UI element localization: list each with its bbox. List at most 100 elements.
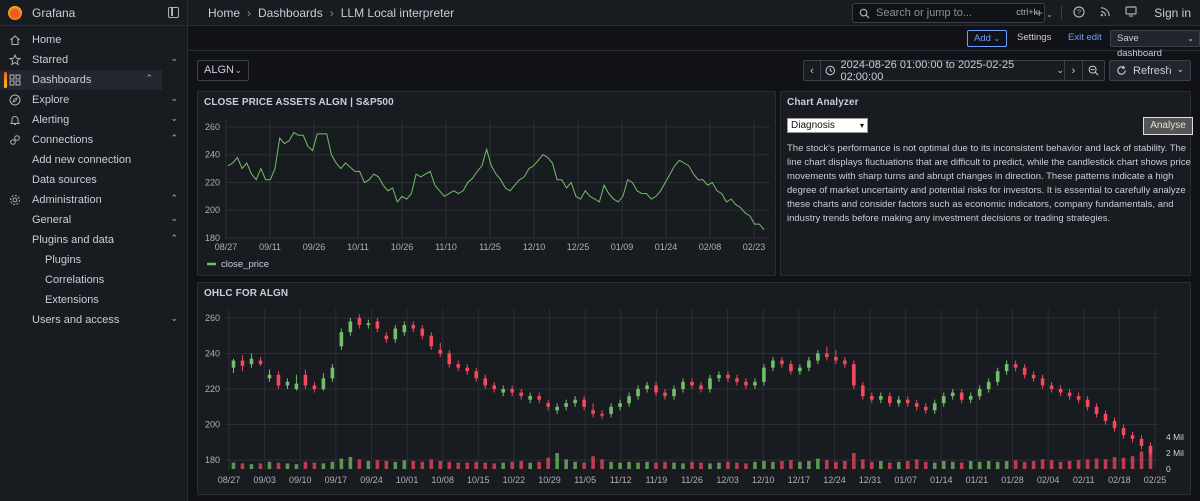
x-tick-label: 01/24 xyxy=(655,242,678,252)
x-tick-label: 11/19 xyxy=(645,475,667,485)
candle-body xyxy=(834,357,838,361)
rss-icon[interactable] xyxy=(1092,6,1118,20)
sidebar-item-label: Plugins xyxy=(45,254,82,266)
sidebar-item-connections[interactable]: Connections ⌃ xyxy=(0,130,187,150)
sidebar-item-administration[interactable]: Administration ⌃ xyxy=(0,190,187,210)
candle-body xyxy=(914,403,919,407)
star-icon xyxy=(9,54,21,66)
candle-body xyxy=(977,389,982,397)
sidebar-item-home[interactable]: Home xyxy=(0,30,187,50)
panel-title: CLOSE PRICE ASSETS ALGN | S&P500 xyxy=(204,97,394,108)
candle-body xyxy=(807,360,811,368)
x-tick-label: 12/24 xyxy=(823,475,846,485)
candle-body xyxy=(923,406,928,411)
chevron-down-icon[interactable]: ⌄ xyxy=(1169,64,1184,75)
chevron-up-icon[interactable]: ⌃ xyxy=(145,73,153,83)
analysis-type-select[interactable]: Diagnosis ▾ xyxy=(787,118,868,133)
sidebar-item-add-new-connection[interactable]: Add new connection xyxy=(0,150,187,170)
volume-bar xyxy=(618,462,622,469)
chevron-up-icon[interactable]: ⌃ xyxy=(170,193,178,203)
chevron-down-icon[interactable]: ⌄ xyxy=(170,93,178,103)
chevron-down-icon: ⌄ xyxy=(993,34,1001,43)
sidebar-item-extensions[interactable]: Extensions xyxy=(0,290,187,310)
candle-body xyxy=(744,381,748,386)
candle-body xyxy=(285,381,290,386)
breadcrumb-home[interactable]: Home xyxy=(208,5,241,20)
search-input[interactable]: Search or jump to... ctrl+k xyxy=(852,3,1045,23)
help-icon[interactable]: ? xyxy=(1066,5,1092,21)
sign-in-link[interactable]: Sign in xyxy=(1154,6,1191,20)
breadcrumb-dashboards[interactable]: Dashboards xyxy=(258,5,323,20)
chart-analyzer-panel: Chart Analyzer Diagnosis ▾ Analyse The s… xyxy=(780,91,1193,276)
candle-body xyxy=(843,360,847,365)
x-tick-label: 12/10 xyxy=(523,242,546,252)
candle-body xyxy=(618,403,622,407)
breadcrumb-current: LLM Local interpreter xyxy=(340,5,455,20)
volume-tick-label: 2 Mil xyxy=(1166,448,1184,458)
chevron-up-icon[interactable]: ⌃ xyxy=(170,233,178,243)
chevron-down-icon[interactable]: ⌄ xyxy=(170,53,178,63)
sidebar-item-starred[interactable]: Starred ⌄ xyxy=(0,50,187,70)
new-menu-button[interactable]: + ⌄ xyxy=(1031,6,1057,20)
sidebar-item-data-sources[interactable]: Data sources xyxy=(0,170,187,190)
chevron-down-icon[interactable]: ⌄ xyxy=(170,313,178,323)
sidebar-item-plugins[interactable]: Plugins xyxy=(0,250,187,270)
ohlc-chart: 180 200 220 240 260 08/27 09/03 09/10 09/17 09/24… xyxy=(205,309,1184,485)
zoom-out-button[interactable] xyxy=(1083,60,1105,81)
candle-body xyxy=(492,385,497,389)
variable-select[interactable]: ALGN ⌄ xyxy=(197,60,249,81)
settings-button[interactable]: Settings xyxy=(1017,32,1052,43)
volume-bar xyxy=(483,462,488,469)
sidebar-item-correlations[interactable]: Correlations xyxy=(0,270,187,290)
volume-bar xyxy=(582,462,586,469)
volume-bar xyxy=(429,459,434,469)
chevron-up-icon[interactable]: ⌃ xyxy=(170,133,178,143)
volume-bar xyxy=(591,456,595,469)
candle-body xyxy=(384,335,389,340)
volume-bar xyxy=(1130,456,1135,469)
sidebar-item-dashboards[interactable]: Dashboards ⌃ xyxy=(0,70,162,90)
candle-body xyxy=(258,360,263,365)
add-button[interactable]: Add ⌄ xyxy=(967,30,1008,47)
sidebar-item-plugins-and-data[interactable]: Plugins and data ⌃ xyxy=(0,230,187,250)
candle-body xyxy=(1076,396,1081,400)
time-range-label: 2024-08-26 01:00:00 to 2025-02-25 02:00:… xyxy=(840,58,1015,83)
y-tick-label: 240 xyxy=(205,348,220,358)
exit-edit-button[interactable]: Exit edit xyxy=(1068,32,1102,43)
candle-body xyxy=(1121,428,1126,436)
candle-body xyxy=(699,385,703,389)
x-tick-label: 11/05 xyxy=(574,475,596,485)
cog-icon xyxy=(10,195,20,205)
volume-bar xyxy=(950,461,955,469)
chevron-down-icon[interactable]: ⌄ xyxy=(170,113,178,123)
time-forward-button[interactable]: › xyxy=(1065,60,1083,81)
candle-body xyxy=(1022,367,1027,375)
volume-bar xyxy=(267,461,272,469)
kiosk-mode-icon[interactable] xyxy=(1118,6,1144,20)
sidebar-item-explore[interactable]: Explore ⌄ xyxy=(0,90,187,110)
sidebar-item-alerting[interactable]: Alerting ⌄ xyxy=(0,110,187,130)
x-tick-label: 12/10 xyxy=(752,475,775,485)
sidebar-item-general[interactable]: General ⌄ xyxy=(0,210,187,230)
volume-bar xyxy=(861,459,865,469)
candle-body xyxy=(753,381,757,386)
candle-body xyxy=(555,406,559,411)
dock-menu-icon[interactable] xyxy=(168,6,179,18)
candle-body xyxy=(950,392,955,397)
volume-bar xyxy=(914,459,919,469)
volume-bar xyxy=(321,463,326,469)
chevron-down-icon[interactable]: ⌄ xyxy=(170,213,178,223)
refresh-button[interactable]: Refresh ⌄ xyxy=(1109,60,1191,81)
sidebar-item-users-and-access[interactable]: Users and access ⌄ xyxy=(0,310,187,330)
volume-bar xyxy=(870,461,874,469)
save-dashboard-button[interactable]: Save dashboard ⌄ xyxy=(1110,30,1200,59)
grafana-logo-icon[interactable] xyxy=(8,5,22,20)
volume-bar xyxy=(1067,461,1072,469)
search-shortcut: ctrl+k xyxy=(1016,7,1038,17)
time-range-picker[interactable]: 2024-08-26 01:00:00 to 2025-02-25 02:00:… xyxy=(821,58,1065,83)
x-tick-label: 01/07 xyxy=(894,475,917,485)
analyse-button[interactable]: Analyse xyxy=(1143,117,1193,135)
time-back-button[interactable]: ‹ xyxy=(803,60,821,81)
x-tick-label: 08/27 xyxy=(218,475,241,485)
x-tick-label: 09/11 xyxy=(259,242,281,252)
